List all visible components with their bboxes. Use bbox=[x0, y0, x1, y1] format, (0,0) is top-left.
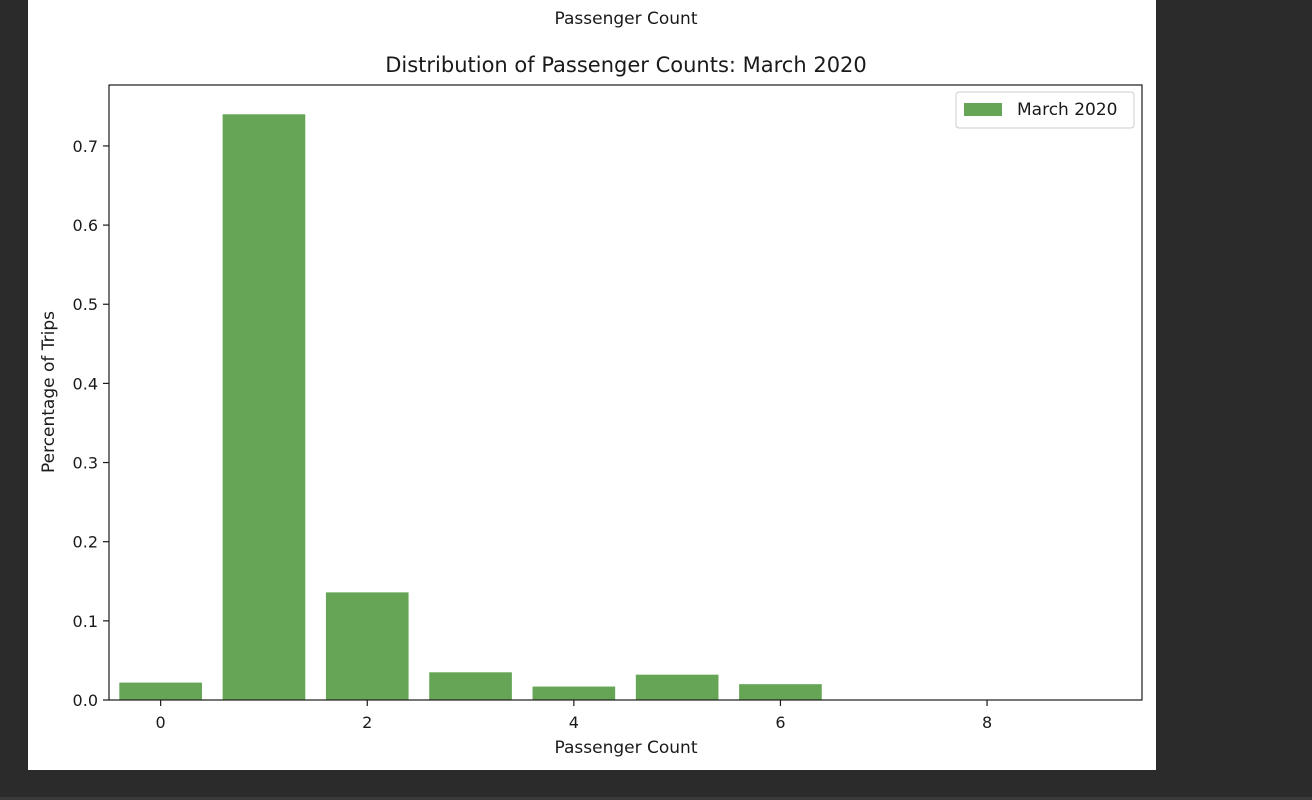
y-tick-label: 0.0 bbox=[73, 691, 98, 710]
y-tick-label: 0.3 bbox=[73, 454, 98, 473]
bar-passenger-0 bbox=[119, 682, 202, 700]
y-tick-label: 0.4 bbox=[73, 374, 98, 393]
y-axis-label: Percentage of Trips bbox=[39, 311, 59, 473]
y-axis-ticks: 0.0 0.1 0.2 0.3 0.4 0.5 0.6 0.7 bbox=[73, 137, 109, 710]
bar-passenger-6 bbox=[739, 684, 822, 700]
legend-swatch bbox=[964, 103, 1002, 116]
y-tick-label: 0.1 bbox=[73, 612, 98, 631]
figure-caption: Passenger Count bbox=[555, 9, 698, 29]
x-tick-label: 8 bbox=[982, 713, 992, 732]
bar-passenger-5 bbox=[635, 674, 719, 700]
chart-title: Distribution of Passenger Counts: March … bbox=[385, 53, 867, 77]
x-tick-label: 4 bbox=[569, 713, 579, 732]
y-tick-label: 0.6 bbox=[73, 216, 98, 235]
x-tick-label: 6 bbox=[775, 713, 785, 732]
x-tick-label: 0 bbox=[156, 713, 166, 732]
x-axis-label: Passenger Count bbox=[555, 738, 698, 758]
y-tick-label: 0.5 bbox=[73, 295, 98, 314]
bottom-strip bbox=[0, 797, 1312, 800]
bar-passenger-2 bbox=[325, 592, 409, 700]
bar-chart: Passenger Count Distribution of Passenge… bbox=[39, 9, 1143, 758]
legend-box bbox=[955, 91, 1135, 129]
x-tick-label: 2 bbox=[362, 713, 372, 732]
figure-canvas: Passenger Count Distribution of Passenge… bbox=[28, 0, 1156, 770]
bars-group bbox=[119, 114, 822, 701]
x-axis-ticks: 0 2 4 6 8 bbox=[156, 700, 992, 732]
bar-passenger-4 bbox=[532, 686, 616, 700]
bar-passenger-1 bbox=[222, 114, 306, 701]
bar-passenger-3 bbox=[429, 672, 512, 700]
y-tick-label: 0.2 bbox=[73, 533, 98, 552]
plot-frame bbox=[108, 84, 1143, 701]
y-tick-label: 0.7 bbox=[73, 137, 98, 156]
legend-label: March 2020 bbox=[1017, 100, 1118, 120]
legend: March 2020 bbox=[955, 91, 1135, 129]
